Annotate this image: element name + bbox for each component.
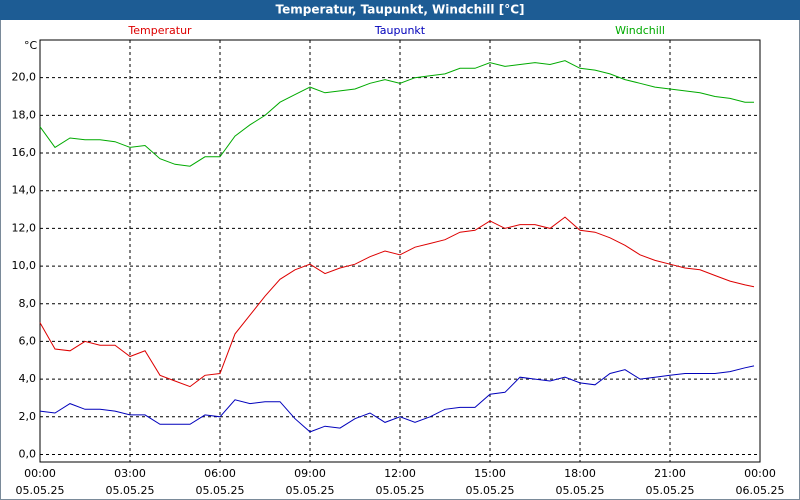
chart-title: Temperatur, Taupunkt, Windchill [°C]	[276, 3, 525, 17]
data-line	[39, 216, 755, 388]
y-axis-label: °C	[24, 39, 38, 52]
x-tick-label: 00:00	[744, 467, 776, 480]
y-tick-label: 16,0	[12, 146, 37, 159]
x-tick-label: 03:00	[114, 467, 146, 480]
x-tick-date: 05.05.25	[16, 484, 65, 497]
x-tick-label: 18:00	[564, 467, 596, 480]
x-tick-date: 05.05.25	[646, 484, 695, 497]
data-line	[39, 60, 754, 167]
y-tick-label: 2,0	[19, 410, 37, 423]
x-tick-date: 05.05.25	[196, 484, 245, 497]
y-tick-label: 10,0	[12, 259, 37, 272]
y-tick-label: 12,0	[12, 221, 37, 234]
title-bar	[0, 0, 800, 20]
x-tick-date: 05.05.25	[286, 484, 335, 497]
x-tick-date: 05.05.25	[376, 484, 425, 497]
x-tick-date: 05.05.25	[466, 484, 515, 497]
x-tick-label: 06:00	[204, 467, 236, 480]
legend-label: Windchill	[615, 24, 665, 37]
y-tick-label: 20,0	[12, 71, 37, 84]
x-tick-label: 00:00	[24, 467, 56, 480]
y-tick-label: 18,0	[12, 108, 37, 121]
x-tick-label: 09:00	[294, 467, 326, 480]
y-tick-label: 0,0	[19, 447, 37, 460]
x-tick-date: 06.05.25	[736, 484, 785, 497]
legend-label: Temperatur	[127, 24, 192, 37]
x-tick-date: 05.05.25	[556, 484, 605, 497]
data-line	[39, 365, 755, 433]
x-tick-label: 21:00	[654, 467, 686, 480]
x-tick-date: 05.05.25	[106, 484, 155, 497]
legend-label: Taupunkt	[374, 24, 426, 37]
x-tick-label: 12:00	[384, 467, 416, 480]
y-tick-label: 14,0	[12, 184, 37, 197]
y-tick-label: 8,0	[19, 297, 37, 310]
y-tick-label: 6,0	[19, 334, 37, 347]
y-tick-label: 4,0	[19, 372, 37, 385]
x-tick-label: 15:00	[474, 467, 506, 480]
